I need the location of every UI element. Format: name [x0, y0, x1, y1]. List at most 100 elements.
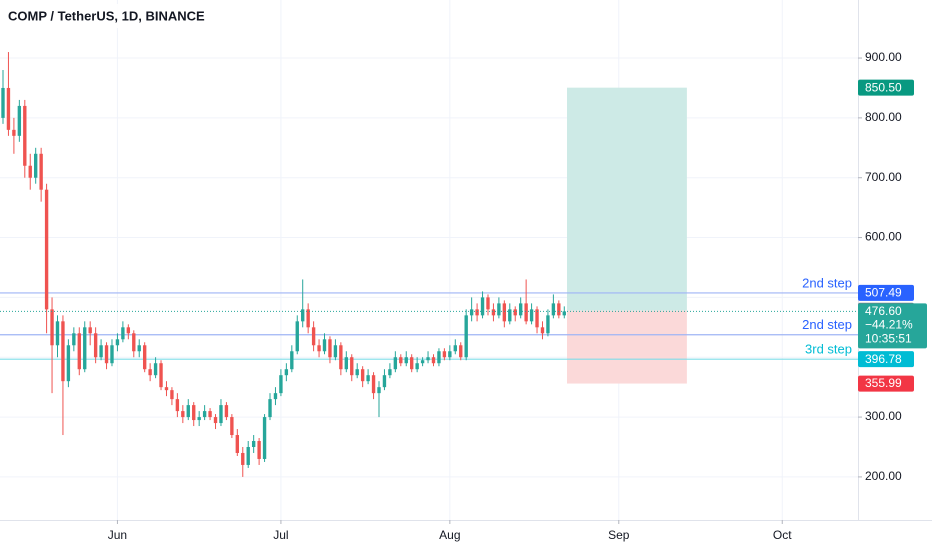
- candle-body: [23, 105, 27, 166]
- last-price-countdown: 10:35:51: [865, 332, 912, 346]
- candle-body: [415, 363, 419, 370]
- candle-body: [148, 369, 152, 376]
- x-tick-label: Sep: [608, 528, 630, 542]
- loss-zone: [567, 310, 687, 384]
- candle-body: [557, 303, 561, 316]
- candle-body: [469, 309, 474, 316]
- candle-body: [551, 303, 556, 316]
- candle-body: [399, 357, 403, 364]
- candle-body: [28, 165, 32, 178]
- candle-body: [137, 345, 141, 352]
- candle-body: [502, 303, 507, 322]
- candle-body: [257, 441, 261, 459]
- candle-body: [121, 327, 125, 340]
- candle-body: [437, 351, 441, 364]
- candle-body: [382, 375, 387, 388]
- candle-body: [72, 333, 76, 346]
- chart-title: COMP / TetherUS, 1D, BINANCE: [8, 8, 205, 23]
- title-background: [0, 4, 214, 28]
- candle-body: [535, 309, 539, 328]
- candle-body: [491, 309, 496, 316]
- y-tick-label: 300.00: [865, 409, 902, 423]
- candle-body: [126, 327, 131, 334]
- target-tag-label: 850.50: [865, 80, 902, 94]
- y-tick-label: 800.00: [865, 110, 902, 124]
- candle-body: [6, 87, 11, 130]
- candle-body: [301, 309, 305, 322]
- candle-body: [99, 345, 103, 358]
- candle-body: [132, 333, 136, 352]
- candle-body: [61, 321, 65, 382]
- candle-body: [442, 351, 447, 358]
- candle-body: [360, 369, 365, 382]
- candle-body: [115, 339, 120, 346]
- candle-body: [224, 405, 229, 418]
- x-tick-label: Aug: [439, 528, 460, 542]
- y-tick-label: 700.00: [865, 170, 902, 184]
- level-tag: [858, 351, 914, 368]
- candle-body: [350, 357, 354, 376]
- candle-body: [192, 405, 196, 421]
- candle-body: [235, 435, 240, 453]
- candle-body: [88, 327, 92, 334]
- candle-body: [241, 452, 245, 465]
- level-tag-label: 396.78: [865, 352, 902, 366]
- candle-body: [344, 357, 348, 370]
- candle-body: [317, 345, 321, 352]
- candle-body: [459, 345, 463, 358]
- candle-body: [431, 357, 436, 364]
- candle-body: [268, 399, 272, 418]
- candle-body: [246, 446, 250, 465]
- candle-body: [66, 345, 71, 382]
- candle-body: [311, 327, 316, 346]
- candle-body: [170, 390, 174, 400]
- candle-body: [508, 309, 512, 322]
- candle-body: [273, 393, 278, 400]
- stop-tag: [858, 375, 914, 392]
- y-tick-label: 900.00: [865, 50, 902, 64]
- stop-tag-label: 355.99: [865, 376, 902, 390]
- level-tag-label: 507.49: [865, 286, 902, 300]
- plot-area: 2nd step 2nd step 3rd step: [0, 0, 858, 520]
- candle-body: [186, 405, 190, 418]
- candle-body: [230, 417, 234, 436]
- candle-body: [328, 339, 332, 358]
- candle-body: [83, 327, 87, 370]
- x-tick-label: Jun: [108, 528, 127, 542]
- candle-body: [202, 411, 207, 418]
- level-tag: [858, 284, 914, 301]
- candle-body: [464, 315, 468, 358]
- candle-body: [497, 303, 501, 316]
- candle-body: [453, 345, 457, 352]
- candle-body: [50, 309, 54, 346]
- axes: 200.00300.00400.00500.00600.00700.00800.…: [108, 50, 927, 542]
- x-tick-label: Jul: [273, 528, 288, 542]
- candle-body: [562, 311, 566, 316]
- candle-body: [34, 153, 38, 178]
- candle-body: [322, 339, 327, 352]
- candle-body: [93, 333, 98, 358]
- candle-body: [77, 333, 81, 370]
- candle-body: [475, 309, 479, 316]
- candle-body: [371, 375, 376, 394]
- candle-body: [546, 315, 550, 334]
- candle-body: [410, 357, 414, 370]
- candle-body: [529, 309, 534, 322]
- candle-body: [153, 363, 158, 376]
- y-tick-label: 600.00: [865, 230, 902, 244]
- candle-body: [366, 375, 370, 382]
- candle-body: [426, 357, 430, 361]
- candle-body: [1, 87, 5, 118]
- candle-body: [262, 417, 267, 459]
- candle-body: [290, 351, 294, 370]
- candle-body: [208, 411, 212, 418]
- candle-body: [295, 321, 299, 352]
- y-tick-label: 200.00: [865, 469, 902, 483]
- candle-body: [197, 417, 201, 421]
- candle-body: [251, 441, 256, 447]
- last-price-label: 476.60: [865, 304, 902, 318]
- candle-body: [518, 303, 523, 316]
- candle-body: [284, 369, 289, 376]
- candle-body: [524, 303, 528, 322]
- profit-zone: [567, 87, 687, 311]
